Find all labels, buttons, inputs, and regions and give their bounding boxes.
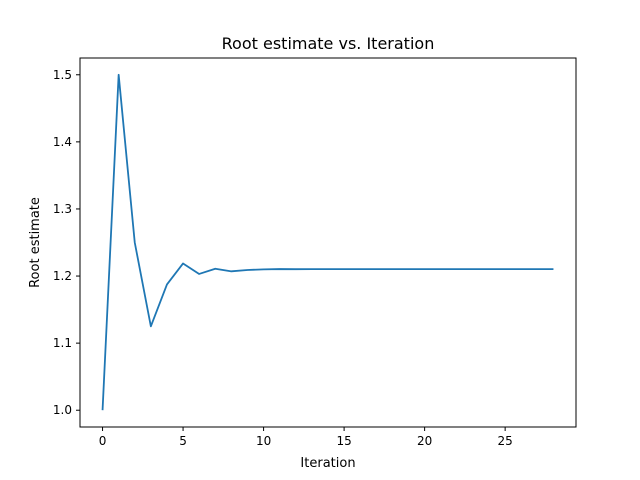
y-axis-label: Root estimate [28, 197, 43, 288]
x-axis-ticks: 0 5 10 15 20 25 [99, 427, 513, 448]
y-tick-label: 1.4 [53, 135, 72, 149]
y-tick-label: 1.2 [53, 269, 72, 283]
y-tick-label: 1.3 [53, 202, 72, 216]
x-axis-label: Iteration [300, 456, 355, 471]
series-line-0 [101, 73, 554, 411]
x-tick-label: 20 [417, 434, 432, 448]
series-line-group [101, 73, 554, 411]
x-tick-label: 25 [498, 434, 513, 448]
x-tick-label: 10 [256, 434, 271, 448]
x-tick-label: 15 [336, 434, 351, 448]
axes-frame [79, 57, 577, 428]
y-tick-label: 1.0 [53, 403, 72, 417]
y-tick-label: 1.1 [53, 336, 72, 350]
y-tick-label: 1.5 [53, 68, 72, 82]
x-tick-label: 5 [179, 434, 187, 448]
chart-title: Root estimate vs. Iteration [222, 34, 435, 53]
y-axis-ticks: 1.0 1.1 1.2 1.3 1.4 1.5 [53, 68, 80, 417]
x-tick-label: 0 [99, 434, 107, 448]
